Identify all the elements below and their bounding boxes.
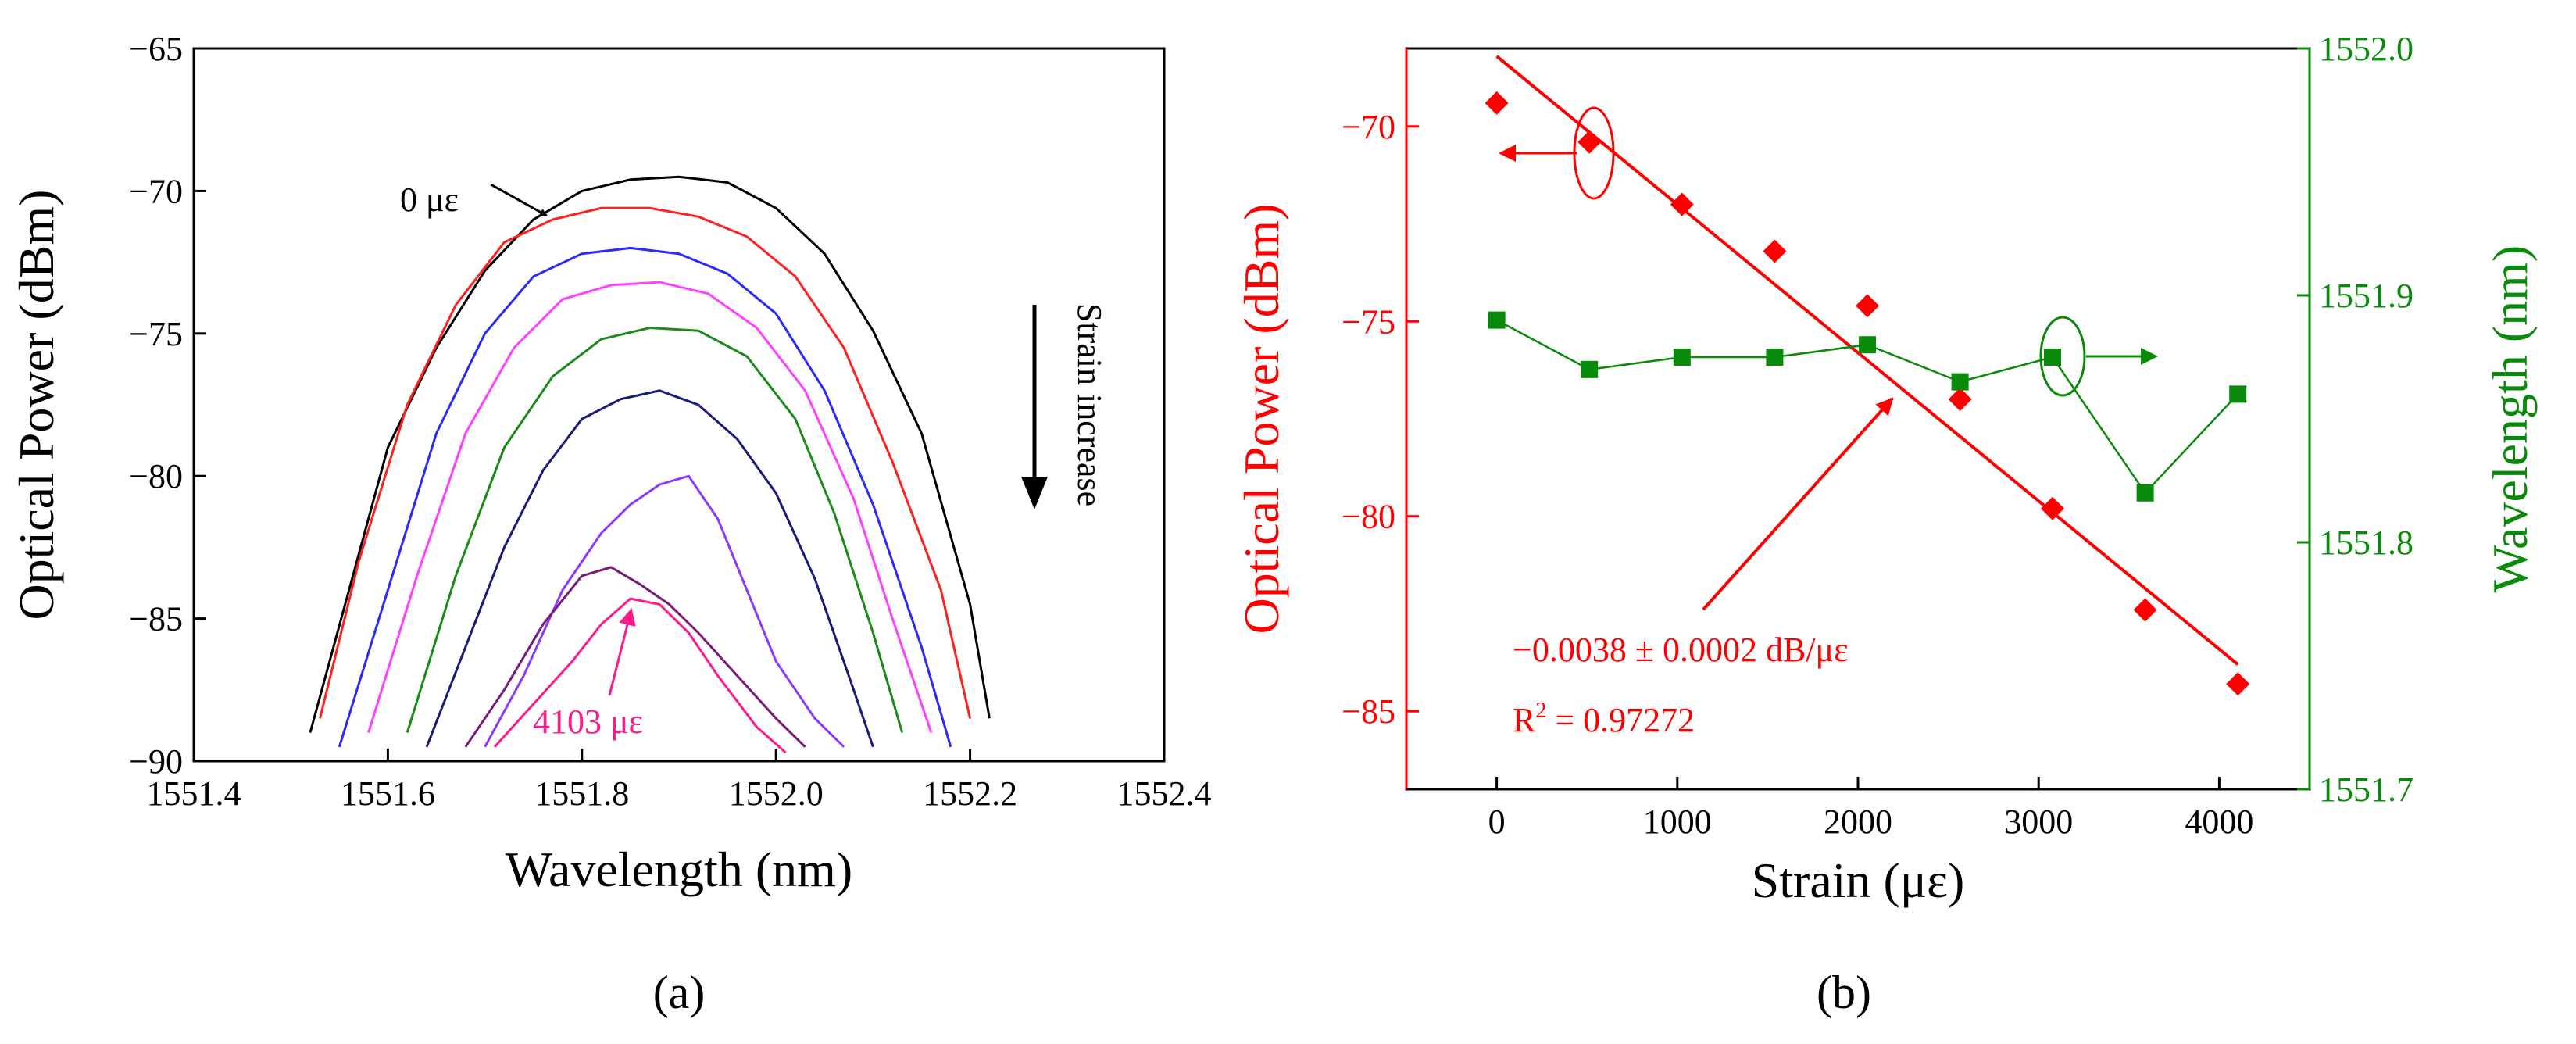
x-tick-label-b-2: 2000 [1824,803,1892,841]
power-point-3 [1763,239,1787,263]
x-tick-label-a-1: 1551.6 [341,774,435,813]
x-tick-label-b-0: 0 [1488,803,1506,841]
panel-label-a: (a) [653,967,706,1018]
wavelength-point-8 [2229,385,2247,403]
x-axis-b: 0 1000 2000 3000 4000 [1488,777,2253,841]
linear-fit [1495,55,2239,666]
panel-a: 1551.4 1551.6 1551.8 1552.0 1552.2 1552.4 −90… [9,30,1212,1018]
y-tick-label-b-2: −75 [1342,302,1395,341]
red-series-indicator [1573,106,1615,200]
x-tick-label-a-3: 1552.0 [729,774,824,813]
y-tick-label-a-2: −80 [129,457,183,495]
fit-slope-label: −0.0038 ± 0.0002 dB/με [1513,631,1849,669]
wavelength-point-0 [1488,311,1506,329]
fit-r2-label: R2 = 0.97272 [1513,699,1695,739]
spectrum-curve-5 [425,389,874,748]
wavelength-series [1488,311,2247,502]
left-y-axis-b: −85 −80 −75 −70 [1342,108,1419,731]
y-tick-label-b-0: −85 [1342,692,1395,731]
power-point-5 [1948,388,1972,412]
y-tick-label-a-0: −90 [129,742,183,781]
left-y-axis-label-b: Optical Power (dBm) [1234,204,1289,635]
x-tick-label-a-5: 1552.4 [1117,774,1212,813]
spectrum-curve-1 [319,206,972,719]
y-tick-label-a-5: −65 [129,30,183,68]
plot-frame-a [192,47,1166,763]
power-point-4 [1856,294,1880,318]
fit-annotation-arrow [1702,397,1894,611]
strain-increase-arrowhead [1021,477,1048,509]
power-point-1 [1577,130,1602,154]
y-axis-label-a: Optical Power (dBm) [9,190,64,620]
x-axis-a: 1551.4 1551.6 1551.8 1552.0 1552.2 1552.4 [147,749,1212,813]
wavelength-point-4 [1859,336,1877,354]
wavelength-point-6 [2044,349,2062,366]
x-axis-label-a: Wavelength (nm) [506,842,852,897]
annotation-4103-strain: 4103 με [533,703,643,741]
y-tick-label-a-1: −85 [129,600,183,638]
x-tick-label-a-2: 1551.8 [534,774,629,813]
x-tick-label-a-4: 1552.2 [923,774,1017,813]
fit-line [1495,55,2239,666]
right-y-axis-label-b: Wavelength (nm) [2482,245,2538,592]
wavelength-point-5 [1951,373,1969,391]
wavelength-point-2 [1673,349,1691,366]
fit-r2-value: = 0.97272 [1546,701,1695,739]
fit-r2-sup: 2 [1535,699,1546,723]
x-tick-label-b-4: 4000 [2185,803,2253,841]
y-tick-label-a-3: −75 [129,315,183,353]
spectrum-curve-3 [367,281,933,733]
annotation-arrow-0 [490,183,548,217]
wavelength-point-7 [2136,484,2154,502]
power-point-2 [1670,192,1694,216]
power-point-8 [2226,672,2250,696]
green-series-indicator [2039,316,2086,397]
power-point-7 [2133,598,2157,622]
x-tick-label-b-1: 1000 [1643,803,1712,841]
strain-increase-label: Strain increase [1070,303,1109,506]
spectrum-curve-8 [493,597,787,754]
y2-tick-label-b-0: 1551.7 [2319,770,2413,809]
y-axis-a: −90 −85 −80 −75 −70 −65 [129,30,206,781]
x-axis-label-b: Strain (με) [1752,853,1965,908]
spectrum-curves [309,175,991,754]
wavelength-point-3 [1766,349,1784,366]
spectrum-curve-0 [309,175,991,733]
x-tick-label-a-0: 1551.4 [147,774,241,813]
y-tick-label-a-4: −70 [129,172,183,210]
fit-r2-prefix: R [1513,701,1536,739]
x-tick-label-b-3: 3000 [2004,803,2073,841]
y-tick-label-b-3: −70 [1342,108,1395,146]
y2-tick-label-b-1: 1551.8 [2319,524,2413,562]
y-tick-label-b-1: −80 [1342,498,1395,536]
panel-label-b: (b) [1817,967,1871,1018]
y2-tick-label-b-3: 1552.0 [2319,30,2413,68]
scatter-series [1485,91,2250,696]
annotation-arrow-4103 [608,608,636,696]
spectrum-curve-6 [484,474,845,748]
spectrum-curve-2 [338,246,952,748]
annotation-0-strain: 0 με [400,181,459,219]
power-point-6 [2041,496,2065,520]
wavelength-point-1 [1581,360,1599,378]
power-point-0 [1485,91,1509,115]
y2-tick-label-b-2: 1551.9 [2319,277,2413,315]
spectrum-curve-7 [464,566,806,748]
panel-b: 0 1000 2000 3000 4000 −85−80−75−70 1551.7155… [1234,30,2538,1018]
plot-frame-b [1405,47,2311,791]
right-y-axis-b: 1551.7 1551.8 1551.9 1552.0 [2297,30,2413,809]
spectrum-curve-4 [406,326,904,733]
power-series [1485,91,2250,696]
